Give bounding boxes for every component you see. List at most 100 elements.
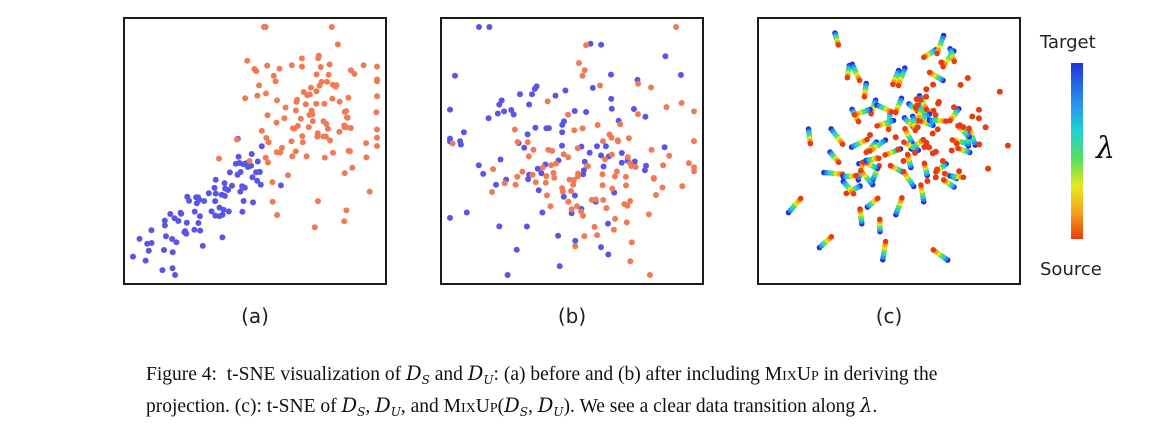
target-point: [598, 41, 605, 48]
source-point: [964, 75, 971, 81]
source-point: [960, 124, 967, 131]
mixup-point: [955, 145, 961, 152]
source-point: [299, 133, 306, 140]
source-point: [566, 176, 573, 183]
source-point: [264, 159, 271, 166]
target-point: [225, 208, 232, 215]
colorbar-top-label: Target: [1040, 32, 1096, 53]
source-point: [256, 82, 263, 89]
target-point: [250, 199, 256, 206]
target-point: [254, 177, 261, 184]
source-point: [953, 140, 960, 147]
source-point: [313, 88, 320, 95]
source-point: [347, 148, 353, 155]
target-point: [513, 246, 520, 253]
source-point: [924, 143, 931, 149]
source-point: [306, 112, 313, 118]
source-point: [299, 139, 306, 146]
source-point: [519, 168, 526, 175]
mixup-point: [867, 148, 873, 154]
target-point: [510, 111, 517, 118]
target-point: [555, 232, 562, 239]
source-point: [274, 97, 280, 104]
target-point: [608, 71, 614, 78]
target-point: [460, 129, 467, 136]
target-point: [560, 193, 567, 200]
mixup-point: [877, 216, 883, 223]
source-point: [627, 160, 634, 167]
target-point: [517, 91, 523, 98]
caption-math: D: [341, 394, 358, 417]
source-point: [581, 67, 588, 74]
source-point: [324, 125, 331, 132]
target-point: [630, 106, 637, 112]
target-point: [211, 184, 218, 191]
source-point: [329, 81, 336, 88]
target-point: [169, 265, 176, 272]
source-point: [374, 134, 380, 141]
target-point: [169, 249, 176, 256]
target-point: [172, 272, 179, 278]
caption-math-sub: U: [553, 405, 564, 419]
source-point: [311, 224, 318, 231]
source-point: [614, 137, 621, 144]
source-point: [976, 141, 983, 148]
caption-text: in deriving the: [823, 364, 938, 385]
target-point: [219, 234, 226, 241]
caption-mixup: MixUp: [443, 396, 498, 417]
source-point: [544, 98, 551, 105]
source-point: [1004, 142, 1011, 149]
target-point: [594, 143, 600, 150]
source-point: [263, 90, 269, 97]
source-point: [653, 192, 659, 198]
tsne-panel-after-mixup: [440, 17, 704, 285]
source-point: [646, 272, 653, 278]
source-point: [328, 24, 335, 30]
source-point: [603, 205, 610, 212]
source-point: [315, 198, 321, 205]
source-point: [599, 171, 606, 178]
source-point: [317, 64, 324, 70]
target-point: [171, 215, 178, 222]
source-point: [273, 119, 280, 126]
target-point: [486, 24, 493, 30]
source-point: [579, 72, 586, 79]
source-point: [264, 62, 271, 69]
mixup-point: [876, 155, 882, 162]
mixup-point: [930, 107, 937, 114]
source-point: [233, 136, 240, 143]
target-point: [195, 220, 202, 226]
target-point: [571, 108, 578, 114]
mixup-point: [892, 109, 899, 116]
source-point: [341, 218, 348, 225]
caption-math: D: [405, 362, 422, 385]
source-point: [691, 168, 697, 175]
source-point: [322, 133, 329, 140]
source-point: [544, 192, 550, 199]
mixup-point: [856, 77, 863, 84]
caption-text: , and: [400, 396, 439, 417]
target-point: [572, 237, 579, 244]
source-point: [571, 127, 578, 134]
target-point: [457, 141, 464, 148]
target-point: [191, 208, 198, 215]
source-point: [594, 122, 601, 128]
mixup-point: [850, 190, 857, 197]
target-point: [249, 174, 256, 181]
source-point: [975, 115, 982, 122]
source-point: [996, 88, 1003, 95]
caption-text: ). We see a clear data transition along: [563, 396, 856, 417]
source-point: [951, 104, 957, 111]
mixup-point: [949, 137, 956, 143]
source-point: [288, 62, 295, 69]
source-point: [246, 158, 253, 164]
source-point: [274, 212, 281, 218]
source-point: [549, 147, 556, 154]
target-point: [277, 182, 284, 189]
mixup-point: [851, 112, 858, 118]
scatter-plot-b: [447, 24, 697, 278]
target-point: [184, 193, 191, 200]
target-point: [161, 222, 168, 229]
source-point: [297, 115, 304, 122]
source-point: [262, 24, 269, 30]
